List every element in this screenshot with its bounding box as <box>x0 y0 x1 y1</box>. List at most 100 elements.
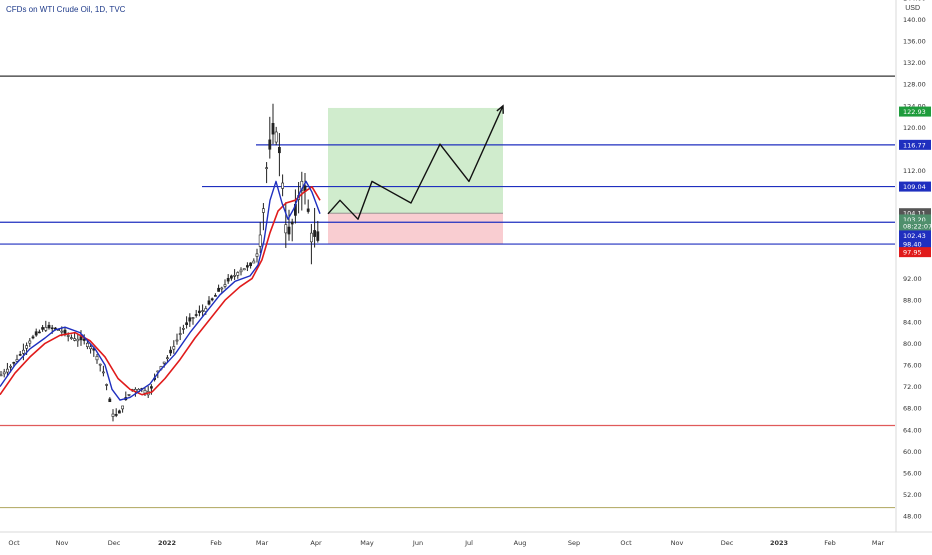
candle-body <box>73 338 77 341</box>
candle-body <box>86 342 89 347</box>
candle-body <box>281 182 285 189</box>
y-tick-label: 140.00 <box>903 16 926 24</box>
y-tick-label: 128.00 <box>903 81 926 89</box>
candle-body <box>258 234 262 247</box>
candle-body <box>188 317 192 322</box>
candle-body <box>185 322 189 326</box>
x-tick-label: Mar <box>872 539 885 547</box>
x-tick-label: Jun <box>412 539 423 547</box>
candle-body <box>47 324 51 329</box>
candle-body <box>214 295 217 297</box>
candle-body <box>60 330 64 333</box>
price-label-8-bg <box>899 247 931 258</box>
price-label-0: 122.93 <box>903 108 926 116</box>
candle-body <box>98 363 102 366</box>
candle-body <box>114 414 118 416</box>
x-tick-label: May <box>360 539 374 547</box>
candle-body <box>226 277 230 282</box>
chart-title: CFDs on WTI Crude Oil, 1D, TVC <box>6 5 126 14</box>
y-tick-label: 124.00 <box>903 102 926 110</box>
candle-body <box>28 340 32 344</box>
x-tick-label: Jul <box>464 539 473 547</box>
x-tick-label: Nov <box>671 539 684 547</box>
candle-body <box>162 361 166 364</box>
y-tick-label: 60.00 <box>903 448 922 456</box>
price-label-2-bg <box>899 181 931 192</box>
y-tick-label: 72.00 <box>903 383 922 391</box>
x-tick-label: Feb <box>824 539 836 547</box>
candle-body <box>121 405 125 410</box>
candle-body <box>194 314 198 316</box>
x-tick-label: Oct <box>8 539 20 547</box>
candle-body <box>233 275 237 277</box>
price-label-1-bg <box>899 139 931 150</box>
x-tick-label: Sep <box>568 539 580 547</box>
x-tick-label: 2022 <box>158 539 176 547</box>
y-tick-label: 120.00 <box>903 124 926 132</box>
price-label-5: 08:22:07 <box>903 223 932 231</box>
candle-body <box>313 230 317 237</box>
candle-body <box>261 208 265 213</box>
candle-body <box>271 123 275 135</box>
profit-zone <box>328 107 503 214</box>
candle-body <box>239 269 243 273</box>
price-label-1: 116.77 <box>903 141 926 149</box>
candle-body <box>284 224 288 234</box>
candle-body <box>44 327 48 331</box>
candle-body <box>316 231 320 241</box>
price-label-3: 104.11 <box>903 210 926 218</box>
candle-body <box>31 336 35 339</box>
x-tick-label: Oct <box>620 539 632 547</box>
candle-body <box>217 287 221 292</box>
candle-body <box>70 337 73 339</box>
price-label-6-bg <box>899 230 931 241</box>
candle-body <box>15 359 19 362</box>
currency-label: USD <box>905 5 920 12</box>
candle-body <box>309 232 313 243</box>
candle-body <box>230 275 233 279</box>
candle-body <box>182 328 185 330</box>
candle-body <box>178 333 182 335</box>
candle-body <box>166 357 169 360</box>
y-tick-label: 80.00 <box>903 340 922 348</box>
x-tick-label: Feb <box>210 539 222 547</box>
candle-body <box>25 345 29 349</box>
price-label-0-bg <box>899 106 931 117</box>
candle-body <box>306 208 310 212</box>
candle-body <box>66 335 70 337</box>
candle-body <box>12 361 16 364</box>
candle-body <box>2 371 6 375</box>
x-tick-label: Mar <box>256 539 269 547</box>
candle-body <box>111 413 115 417</box>
ema-red-line <box>0 186 321 396</box>
y-tick-label: 64.00 <box>903 426 922 434</box>
x-tick-label: 2023 <box>770 539 788 547</box>
candle-body <box>175 339 179 342</box>
candle-body <box>127 394 131 396</box>
y-tick-label: 92.00 <box>903 275 922 283</box>
y-tick-label: 136.00 <box>903 38 926 46</box>
candle-body <box>50 327 54 330</box>
candle-body <box>191 317 195 319</box>
candle-body <box>210 298 214 301</box>
y-tick-label: 84.00 <box>903 318 922 326</box>
candle-body <box>9 365 13 368</box>
candle-body <box>249 262 253 267</box>
candle-body <box>18 354 22 356</box>
candle-body <box>277 147 281 154</box>
candle-body <box>37 331 41 334</box>
candle-body <box>108 398 112 403</box>
candle-body <box>0 374 3 377</box>
candle-body <box>143 390 147 394</box>
price-label-4: 103.20 <box>903 216 926 224</box>
candle-body <box>82 338 86 341</box>
candle-body <box>118 410 121 414</box>
candle-body <box>265 167 269 169</box>
y-tick-label: 56.00 <box>903 470 922 478</box>
candle-body <box>236 272 240 276</box>
candle-body <box>95 356 99 361</box>
candle-body <box>207 300 211 305</box>
price-label-7-bg <box>899 239 931 250</box>
